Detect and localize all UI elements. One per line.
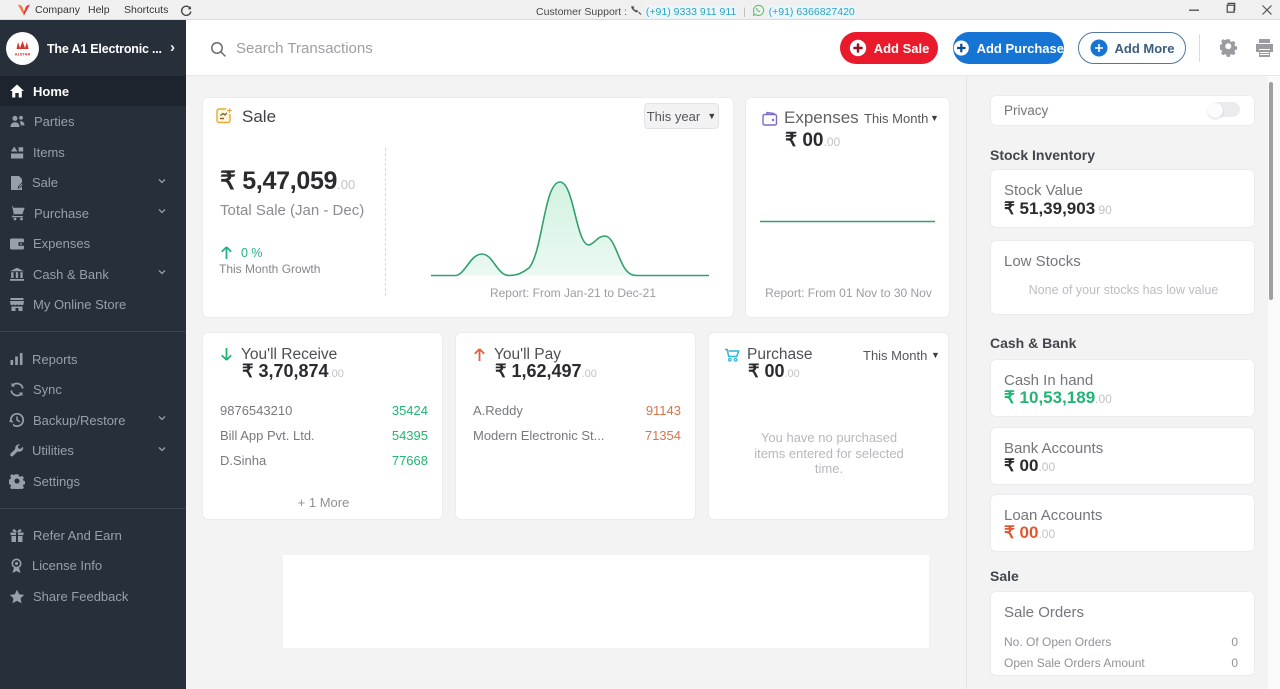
svg-text:A1STAR: A1STAR xyxy=(15,52,31,57)
